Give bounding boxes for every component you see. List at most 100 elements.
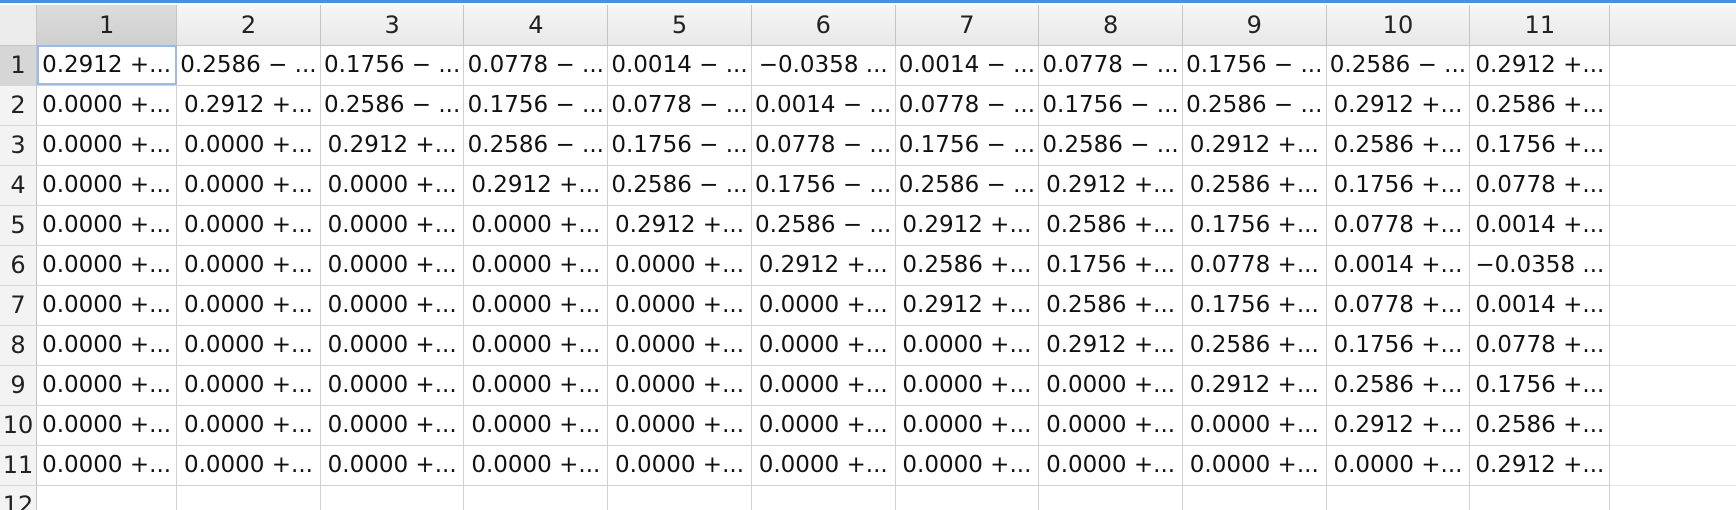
empty-cell[interactable]	[1609, 45, 1736, 86]
cell-r6-c7[interactable]: 0.2586 +...	[895, 245, 1040, 286]
column-header-4[interactable]: 4	[463, 5, 609, 46]
cell-r9-c11[interactable]: 0.1756 +...	[1469, 365, 1611, 406]
cell-r9-c3[interactable]: 0.0000 +...	[320, 365, 465, 406]
cell-r10-c4[interactable]: 0.0000 +...	[463, 405, 609, 446]
cell-r7-c3[interactable]: 0.0000 +...	[320, 285, 465, 326]
cell-r6-c8[interactable]: 0.1756 +...	[1038, 245, 1183, 286]
cell-r4-c2[interactable]: 0.0000 +...	[176, 165, 321, 206]
cell-r8-c2[interactable]: 0.0000 +...	[176, 325, 321, 366]
cell-r8-c8[interactable]: 0.2912 +...	[1038, 325, 1183, 366]
cell-r9-c7[interactable]: 0.0000 +...	[895, 365, 1040, 406]
column-header-1[interactable]: 1	[36, 5, 178, 46]
cell-r4-c7[interactable]: 0.2586 − ...	[895, 165, 1040, 206]
cell-r1-c2[interactable]: 0.2586 − ...	[176, 45, 321, 86]
cell-r2-c6[interactable]: 0.0014 − ...	[751, 85, 896, 126]
cell-r10-c1[interactable]: 0.0000 +...	[36, 405, 178, 446]
cell-r1-c1[interactable]: 0.2912 +...	[36, 45, 178, 86]
cell-r12-c11[interactable]	[1469, 485, 1611, 510]
cell-r4-c6[interactable]: 0.1756 − ...	[751, 165, 896, 206]
column-header-7[interactable]: 7	[895, 5, 1040, 46]
cell-r2-c8[interactable]: 0.1756 − ...	[1038, 85, 1183, 126]
row-header-7[interactable]: 7	[0, 285, 38, 326]
row-header-9[interactable]: 9	[0, 365, 38, 406]
cell-r10-c6[interactable]: 0.0000 +...	[751, 405, 896, 446]
cell-r3-c1[interactable]: 0.0000 +...	[36, 125, 178, 166]
cell-r8-c6[interactable]: 0.0000 +...	[751, 325, 896, 366]
column-header-3[interactable]: 3	[320, 5, 465, 46]
cell-r5-c2[interactable]: 0.0000 +...	[176, 205, 321, 246]
cell-r5-c11[interactable]: 0.0014 +...	[1469, 205, 1611, 246]
column-header-11[interactable]: 11	[1469, 5, 1611, 46]
cell-r4-c9[interactable]: 0.2586 +...	[1182, 165, 1327, 206]
cell-r5-c3[interactable]: 0.0000 +...	[320, 205, 465, 246]
cell-r1-c6[interactable]: −0.0358 ...	[751, 45, 896, 86]
cell-r8-c1[interactable]: 0.0000 +...	[36, 325, 178, 366]
row-header-6[interactable]: 6	[0, 245, 38, 286]
cell-r9-c10[interactable]: 0.2586 +...	[1326, 365, 1471, 406]
row-header-3[interactable]: 3	[0, 125, 38, 166]
empty-cell[interactable]	[1609, 285, 1736, 326]
cell-r10-c11[interactable]: 0.2586 +...	[1469, 405, 1611, 446]
cell-r2-c10[interactable]: 0.2912 +...	[1326, 85, 1471, 126]
cell-r3-c2[interactable]: 0.0000 +...	[176, 125, 321, 166]
cell-r11-c3[interactable]: 0.0000 +...	[320, 445, 465, 486]
empty-cell[interactable]	[1609, 165, 1736, 206]
cell-r5-c6[interactable]: 0.2586 − ...	[751, 205, 896, 246]
cell-r6-c6[interactable]: 0.2912 +...	[751, 245, 896, 286]
cell-r9-c5[interactable]: 0.0000 +...	[607, 365, 752, 406]
cell-r12-c7[interactable]	[895, 485, 1040, 510]
row-header-10[interactable]: 10	[0, 405, 38, 446]
cell-r2-c3[interactable]: 0.2586 − ...	[320, 85, 465, 126]
column-header-9[interactable]: 9	[1182, 5, 1327, 46]
column-header-10[interactable]: 10	[1326, 5, 1471, 46]
cell-r7-c11[interactable]: 0.0014 +...	[1469, 285, 1611, 326]
row-header-2[interactable]: 2	[0, 85, 38, 126]
cell-r5-c8[interactable]: 0.2586 +...	[1038, 205, 1183, 246]
cell-r3-c3[interactable]: 0.2912 +...	[320, 125, 465, 166]
cell-r9-c1[interactable]: 0.0000 +...	[36, 365, 178, 406]
cell-r9-c9[interactable]: 0.2912 +...	[1182, 365, 1327, 406]
cell-r8-c3[interactable]: 0.0000 +...	[320, 325, 465, 366]
cell-r12-c8[interactable]	[1038, 485, 1183, 510]
cell-r7-c10[interactable]: 0.0778 +...	[1326, 285, 1471, 326]
empty-cell[interactable]	[1609, 85, 1736, 126]
row-header-5[interactable]: 5	[0, 205, 38, 246]
cell-r5-c4[interactable]: 0.0000 +...	[463, 205, 609, 246]
cell-r7-c6[interactable]: 0.0000 +...	[751, 285, 896, 326]
cell-r2-c1[interactable]: 0.0000 +...	[36, 85, 178, 126]
cell-r5-c5[interactable]: 0.2912 +...	[607, 205, 752, 246]
cell-r2-c9[interactable]: 0.2586 − ...	[1182, 85, 1327, 126]
cell-r11-c9[interactable]: 0.0000 +...	[1182, 445, 1327, 486]
cell-r1-c10[interactable]: 0.2586 − ...	[1326, 45, 1471, 86]
cell-r1-c11[interactable]: 0.2912 +...	[1469, 45, 1611, 86]
cell-r5-c9[interactable]: 0.1756 +...	[1182, 205, 1327, 246]
cell-r1-c8[interactable]: 0.0778 − ...	[1038, 45, 1183, 86]
cell-r1-c9[interactable]: 0.1756 − ...	[1182, 45, 1327, 86]
cell-r8-c4[interactable]: 0.0000 +...	[463, 325, 609, 366]
corner-cell[interactable]	[0, 5, 38, 46]
cell-r11-c4[interactable]: 0.0000 +...	[463, 445, 609, 486]
cell-r7-c7[interactable]: 0.2912 +...	[895, 285, 1040, 326]
cell-r11-c6[interactable]: 0.0000 +...	[751, 445, 896, 486]
cell-r11-c11[interactable]: 0.2912 +...	[1469, 445, 1611, 486]
column-header-2[interactable]: 2	[176, 5, 321, 46]
cell-r4-c4[interactable]: 0.2912 +...	[463, 165, 609, 206]
column-header-6[interactable]: 6	[751, 5, 896, 46]
empty-cell[interactable]	[1609, 485, 1736, 510]
cell-r12-c5[interactable]	[607, 485, 752, 510]
cell-r11-c2[interactable]: 0.0000 +...	[176, 445, 321, 486]
column-header-5[interactable]: 5	[607, 5, 752, 46]
empty-cell[interactable]	[1609, 205, 1736, 246]
cell-r2-c11[interactable]: 0.2586 +...	[1469, 85, 1611, 126]
cell-r8-c9[interactable]: 0.2586 +...	[1182, 325, 1327, 366]
empty-cell[interactable]	[1609, 365, 1736, 406]
cell-r7-c1[interactable]: 0.0000 +...	[36, 285, 178, 326]
cell-r9-c4[interactable]: 0.0000 +...	[463, 365, 609, 406]
cell-r3-c11[interactable]: 0.1756 +...	[1469, 125, 1611, 166]
cell-r5-c1[interactable]: 0.0000 +...	[36, 205, 178, 246]
cell-r3-c5[interactable]: 0.1756 − ...	[607, 125, 752, 166]
cell-r6-c9[interactable]: 0.0778 +...	[1182, 245, 1327, 286]
cell-r6-c10[interactable]: 0.0014 +...	[1326, 245, 1471, 286]
cell-r6-c4[interactable]: 0.0000 +...	[463, 245, 609, 286]
cell-r4-c8[interactable]: 0.2912 +...	[1038, 165, 1183, 206]
